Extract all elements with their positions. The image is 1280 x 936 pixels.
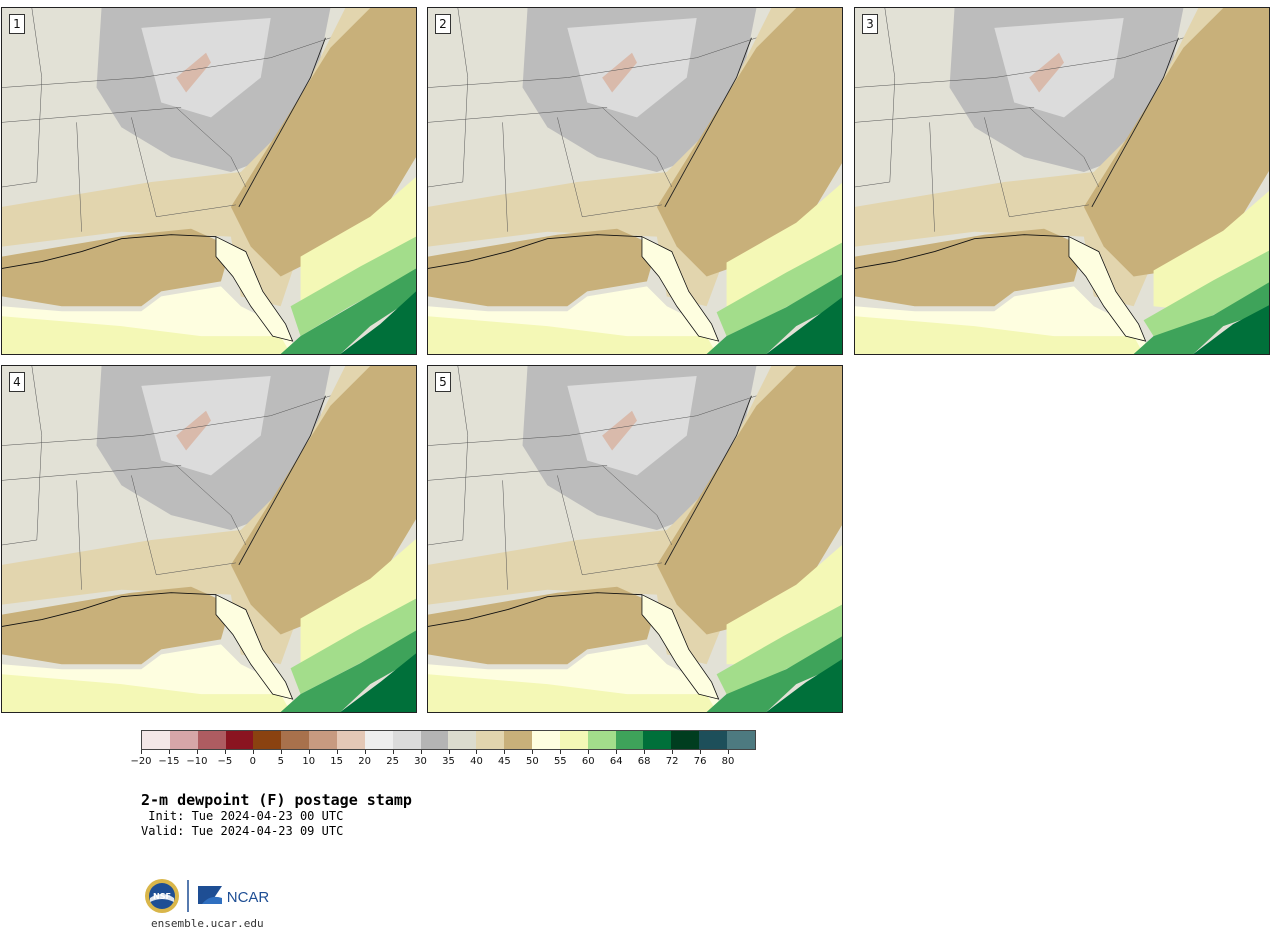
nsf-seal-icon: NSF	[145, 879, 179, 913]
colorbar-tick-label: 45	[498, 756, 511, 767]
colorbar-tick-label: 55	[553, 756, 567, 767]
colorbar-swatch	[532, 731, 560, 749]
colorbar-tick-label: −20	[130, 756, 152, 767]
colorbar-tick-label: 64	[609, 756, 623, 767]
colorbar-tick-mark	[644, 750, 646, 754]
colorbar-swatch	[615, 731, 644, 749]
colorbar-tick-label: 72	[665, 756, 679, 767]
colorbar-tick-label: 60	[581, 756, 595, 767]
colorbar-tick-mark	[616, 750, 618, 754]
init-time: Init: Tue 2024-04-23 00 UTC	[141, 809, 344, 823]
colorbar-tick-mark	[141, 750, 142, 754]
colorbar-tick-label: 76	[693, 756, 707, 767]
colorbar	[141, 730, 756, 750]
colorbar-swatch	[197, 731, 226, 749]
colorbar-tick-mark	[728, 750, 730, 754]
colorbar-tick-label: 0	[249, 756, 256, 767]
colorbar-swatch	[337, 731, 365, 749]
colorbar-tick-mark	[392, 750, 394, 754]
colorbar-tick-mark	[252, 750, 254, 754]
colorbar-tick-mark	[168, 750, 170, 754]
colorbar-tick-label: 15	[330, 756, 344, 767]
panel-number-label: 5	[435, 372, 451, 392]
panel-number-label: 2	[435, 14, 451, 34]
colorbar-swatch	[699, 731, 728, 749]
colorbar-tick-label: −5	[217, 756, 233, 767]
colorbar-swatch	[559, 731, 588, 749]
colorbar-tick-label: 10	[302, 756, 316, 767]
colorbar-tick-label: 30	[414, 756, 427, 767]
valid-time: Valid: Tue 2024-04-23 09 UTC	[141, 824, 344, 838]
ncar-logo-icon: NCAR	[198, 886, 269, 906]
colorbar-tick-label: 35	[442, 756, 455, 767]
map-panel-3: 3	[854, 7, 1270, 355]
colorbar-swatch	[364, 731, 393, 749]
colorbar-tick-mark	[420, 750, 422, 754]
colorbar-tick-mark	[280, 750, 282, 754]
map-panel-2: 2	[427, 7, 843, 355]
colorbar-swatch	[727, 731, 755, 749]
svg-text:NSF: NSF	[153, 892, 171, 901]
colorbar-swatch	[420, 731, 449, 749]
colorbar-swatch	[643, 731, 672, 749]
chart-title: 2-m dewpoint (F) postage stamp	[141, 791, 412, 809]
colorbar-tick-label: −10	[186, 756, 208, 767]
colorbar-swatch	[476, 731, 505, 749]
colorbar-tick-label: 20	[358, 756, 371, 767]
colorbar-tick-mark	[336, 750, 338, 754]
nsf-ncar-logo: NSF NCAR	[144, 876, 274, 916]
colorbar-swatch	[169, 731, 198, 749]
colorbar-tick-mark	[532, 750, 534, 754]
colorbar-swatch	[225, 731, 254, 749]
colorbar-tick-mark	[448, 750, 450, 754]
map-panel-4: 4	[1, 365, 417, 713]
colorbar-tick-label: 40	[470, 756, 483, 767]
colorbar-tick-mark	[364, 750, 366, 754]
colorbar-tick-label: 50	[525, 756, 539, 767]
colorbar-swatch	[671, 731, 700, 749]
colorbar-tick-mark	[560, 750, 562, 754]
colorbar-swatch	[309, 731, 338, 749]
colorbar-tick-label: 25	[386, 756, 399, 767]
colorbar-tick-mark	[700, 750, 702, 754]
colorbar-swatch	[504, 731, 533, 749]
colorbar-swatch	[142, 731, 170, 749]
panel-number-label: 4	[9, 372, 25, 392]
colorbar-swatch	[253, 731, 282, 749]
colorbar-swatch	[587, 731, 616, 749]
colorbar-tick-mark	[672, 750, 674, 754]
panel-number-label: 1	[9, 14, 25, 34]
colorbar-tick-label: 5	[277, 756, 284, 767]
colorbar-tick-mark	[588, 750, 590, 754]
colorbar-tick-mark	[196, 750, 198, 754]
colorbar-tick-mark	[224, 750, 226, 754]
svg-text:NCAR: NCAR	[227, 889, 270, 906]
colorbar-tick-label: −15	[158, 756, 180, 767]
colorbar-tick-mark	[504, 750, 506, 754]
colorbar-swatch	[281, 731, 310, 749]
colorbar-tick-label: 68	[637, 756, 651, 767]
website-link[interactable]: ensemble.ucar.edu	[151, 917, 264, 930]
colorbar-tick-label: 80	[721, 756, 735, 767]
map-panel-1: 1	[1, 7, 417, 355]
panel-number-label: 3	[862, 14, 878, 34]
map-panel-5: 5	[427, 365, 843, 713]
colorbar-tick-mark	[476, 750, 478, 754]
colorbar-swatch	[392, 731, 421, 749]
colorbar-swatch	[448, 731, 477, 749]
colorbar-tick-mark	[308, 750, 310, 754]
